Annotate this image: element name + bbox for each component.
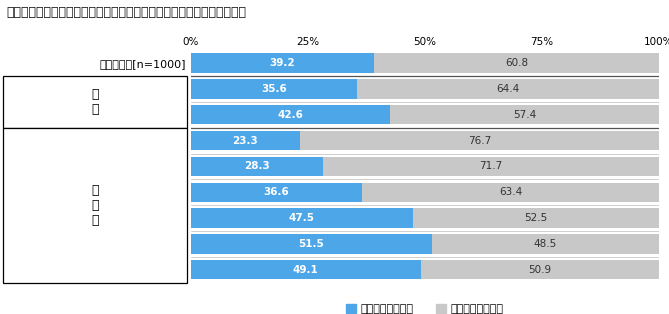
Text: 49.1: 49.1: [293, 265, 318, 275]
Bar: [191, 53, 374, 73]
Text: 39.2: 39.2: [270, 58, 295, 68]
Bar: [374, 53, 659, 73]
Bar: [191, 260, 421, 279]
Bar: [421, 260, 659, 279]
Text: 60.8: 60.8: [505, 58, 528, 68]
Text: 51.5: 51.5: [298, 239, 324, 249]
Text: 年
代
別: 年 代 別: [92, 184, 99, 227]
Bar: [191, 234, 432, 254]
Text: 28.3: 28.3: [244, 161, 270, 171]
Text: 48.5: 48.5: [534, 239, 557, 249]
Bar: [191, 79, 357, 99]
Bar: [357, 79, 659, 99]
Text: 57.4: 57.4: [513, 110, 536, 120]
Bar: [323, 157, 659, 176]
Bar: [390, 105, 659, 124]
Bar: [432, 234, 659, 254]
Bar: [191, 105, 390, 124]
Text: 42.6: 42.6: [278, 110, 303, 120]
Text: 性
別: 性 別: [92, 88, 99, 116]
Text: 47.5: 47.5: [289, 213, 315, 223]
Text: 36.6: 36.6: [264, 187, 289, 197]
Text: 64.4: 64.4: [496, 84, 520, 94]
Bar: [191, 157, 323, 176]
Bar: [191, 131, 300, 150]
Text: 35.6: 35.6: [261, 84, 287, 94]
Legend: 言ったことがある, 言ったことがない: 言ったことがある, 言ったことがない: [342, 300, 508, 314]
Text: 52.5: 52.5: [524, 213, 548, 223]
Bar: [191, 182, 362, 202]
Text: 23.3: 23.3: [232, 136, 258, 146]
Bar: [362, 182, 659, 202]
Text: 71.7: 71.7: [480, 161, 502, 171]
Text: 50.9: 50.9: [529, 265, 551, 275]
Text: 76.7: 76.7: [468, 136, 491, 146]
Text: 63.4: 63.4: [499, 187, 522, 197]
Bar: [413, 208, 659, 228]
Bar: [191, 208, 413, 228]
Bar: [300, 131, 659, 150]
Text: サービスや商品について、苦情・クレームを言った経験（一般消費者）: サービスや商品について、苦情・クレームを言った経験（一般消費者）: [7, 6, 247, 19]
